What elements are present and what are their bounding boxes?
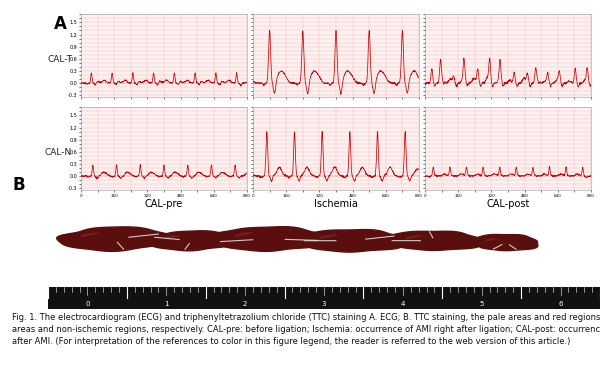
Polygon shape <box>294 229 407 252</box>
Text: CAL-T: CAL-T <box>47 56 72 64</box>
Polygon shape <box>473 235 538 251</box>
Polygon shape <box>385 231 482 250</box>
Text: A: A <box>54 15 67 33</box>
Text: 0: 0 <box>85 302 89 307</box>
Text: 5: 5 <box>479 302 484 307</box>
Polygon shape <box>208 227 329 251</box>
Text: 1: 1 <box>164 302 169 307</box>
Text: Fig. 1. The electrocardiogram (ECG) and triphenyltetrazolium chloride (TTC) stai: Fig. 1. The electrocardiogram (ECG) and … <box>12 313 600 346</box>
Text: CAL-post: CAL-post <box>487 199 530 209</box>
Text: 2: 2 <box>243 302 247 307</box>
Text: Ischemia: Ischemia <box>314 199 358 209</box>
Polygon shape <box>165 236 179 239</box>
Text: CAL-pre: CAL-pre <box>145 199 183 209</box>
Text: B: B <box>12 176 25 194</box>
Polygon shape <box>57 227 173 251</box>
Text: 6: 6 <box>559 302 563 307</box>
Polygon shape <box>406 236 421 239</box>
Polygon shape <box>144 231 239 251</box>
Polygon shape <box>81 233 99 237</box>
Text: 3: 3 <box>322 302 326 307</box>
Text: 4: 4 <box>401 302 405 307</box>
Polygon shape <box>320 235 337 239</box>
Text: CAL-N: CAL-N <box>45 149 72 157</box>
Polygon shape <box>486 238 497 241</box>
Polygon shape <box>236 233 253 237</box>
